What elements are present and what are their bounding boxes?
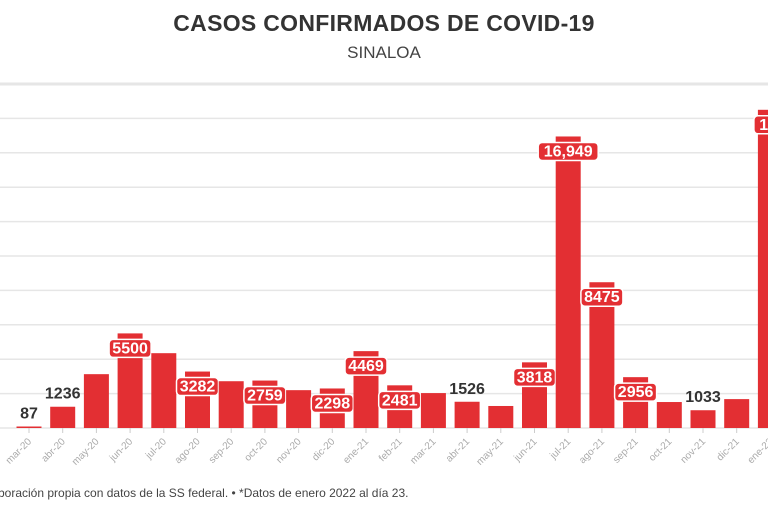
data-label: 3818 — [517, 369, 553, 386]
data-label-box — [243, 385, 287, 406]
source-note: boración propia con datos de la SS feder… — [0, 486, 409, 500]
x-tick-label: sep-21 — [611, 436, 641, 466]
x-tick-label: mar-21 — [408, 436, 438, 466]
chart-subtitle: SINALOA — [347, 43, 421, 62]
x-tick-label: may-20 — [70, 436, 102, 468]
x-tick-label: jul-20 — [143, 436, 169, 462]
x-tick-label: feb-21 — [377, 436, 405, 464]
data-label: 1033 — [685, 389, 721, 406]
x-tick-label: ene-21 — [341, 436, 371, 466]
data-label: 87 — [20, 406, 38, 423]
data-label-box — [580, 287, 624, 307]
bar-nov-20 — [286, 390, 312, 428]
data-label: 18, — [759, 117, 768, 134]
x-tick-label: abr-20 — [40, 436, 69, 465]
bar-mar-20 — [16, 426, 42, 428]
data-label: 2759 — [247, 388, 283, 405]
bar-abr-20 — [50, 406, 76, 428]
x-tick-label: oct-20 — [243, 436, 271, 464]
data-label: 5500 — [112, 340, 148, 357]
bar-nov-21 — [690, 410, 716, 428]
x-tick-label: may-21 — [475, 436, 507, 468]
x-tick-label: mar-20 — [4, 436, 34, 466]
x-tick-label: nov-20 — [274, 436, 304, 466]
data-label: 3282 — [180, 379, 216, 396]
x-tick-label: ago-21 — [577, 436, 607, 466]
bar-may-20 — [83, 374, 109, 428]
x-tick-label: jul-21 — [548, 436, 574, 462]
x-tick-label: nov-21 — [679, 436, 709, 466]
data-label: 2481 — [382, 392, 418, 409]
bar-oct-21 — [656, 402, 682, 428]
data-label: 2956 — [618, 384, 654, 401]
bar-dic-21 — [724, 399, 750, 428]
bar-mar-21 — [420, 393, 446, 428]
data-label-box — [175, 376, 220, 397]
bar-jul-21 — [555, 136, 581, 428]
x-tick-label: abr-21 — [444, 436, 473, 465]
x-tick-label: ene-22 — [746, 436, 768, 466]
data-label-box — [310, 393, 355, 414]
bar-sep-20 — [218, 381, 244, 428]
x-tick-label: ago-20 — [173, 436, 203, 466]
bar-jul-20 — [151, 353, 177, 428]
data-label-box — [537, 141, 599, 162]
data-label-box — [512, 367, 557, 388]
x-tick-label: jun-21 — [511, 436, 539, 464]
data-label-box — [753, 115, 768, 135]
data-label: 2298 — [315, 395, 351, 412]
bar-abr-21 — [454, 401, 480, 428]
data-label: 16,949 — [544, 143, 593, 160]
x-tick-label: oct-21 — [647, 436, 675, 464]
data-label: 1236 — [45, 386, 81, 403]
chart-title: CASOS CONFIRMADOS DE COVID-19 — [173, 10, 595, 36]
data-label: 8475 — [584, 289, 620, 306]
data-label: 1526 — [449, 381, 485, 398]
data-label-box — [344, 356, 388, 376]
x-tick-label: jun-20 — [107, 436, 135, 464]
x-tick-label: dic-20 — [310, 436, 337, 463]
bar-may-21 — [488, 405, 514, 428]
data-label-box — [108, 338, 152, 359]
data-label-box — [377, 390, 422, 411]
x-tick-label: sep-20 — [207, 436, 237, 466]
data-label-box — [613, 382, 658, 402]
data-label: 4469 — [348, 358, 384, 375]
bar-ene-22 — [757, 109, 768, 429]
x-tick-label: dic-21 — [715, 436, 742, 463]
